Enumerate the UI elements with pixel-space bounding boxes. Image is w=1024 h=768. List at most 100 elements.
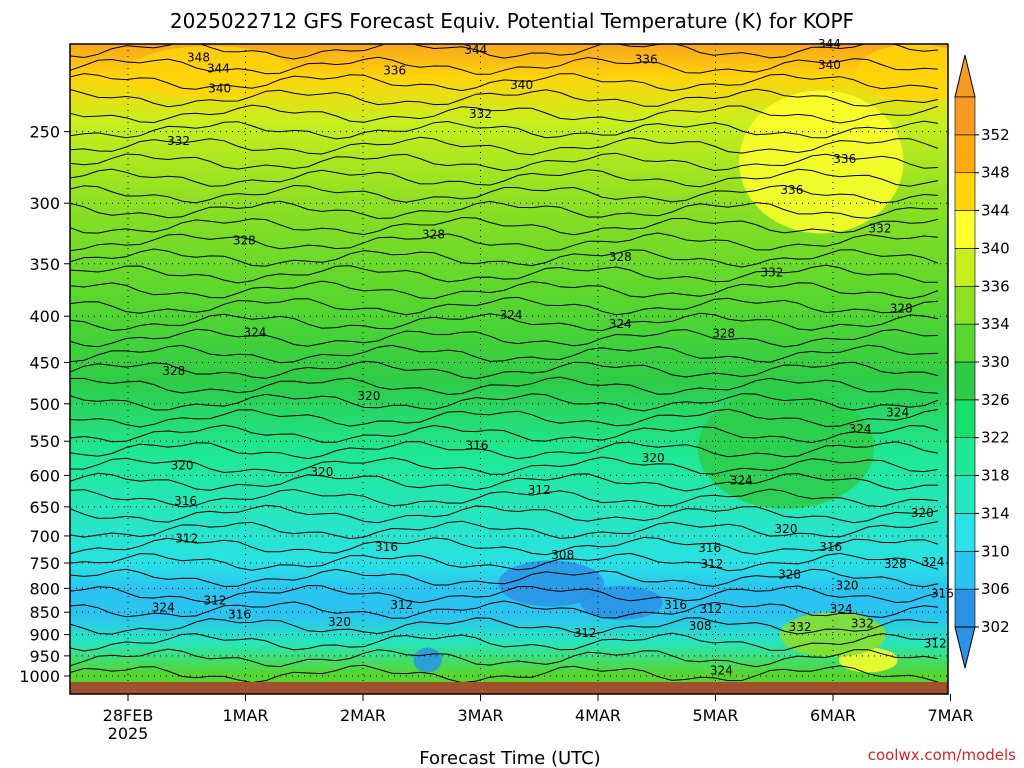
contour-line	[70, 136, 939, 156]
colorbar-swatch	[954, 399, 976, 439]
contour-line	[70, 44, 939, 60]
contour-label: 316	[174, 494, 197, 508]
contour-label: 332	[869, 222, 892, 236]
contour-line	[70, 408, 939, 428]
y-tick-label: 600	[29, 466, 60, 485]
x-axis-title: Forecast Time (UTC)	[419, 748, 600, 768]
colorbar-label: 318	[981, 467, 1010, 485]
contour-label: 328	[890, 301, 913, 315]
colorbar-label: 336	[981, 277, 1010, 295]
contour-line	[70, 360, 939, 380]
y-tick-label: 500	[29, 395, 60, 414]
contour-label: 320	[171, 458, 194, 472]
contour-line	[70, 504, 939, 524]
contour-label: 324	[710, 663, 733, 677]
colorbar-swatch	[954, 96, 976, 136]
colorbar-label: 330	[981, 353, 1010, 371]
contour-line	[70, 344, 939, 364]
colorbar-label: 344	[981, 202, 1010, 220]
x-tick-label: 3MAR	[457, 706, 503, 725]
contour-line	[70, 441, 939, 460]
contour-label: 316	[664, 598, 687, 612]
contour-line	[70, 168, 939, 188]
contour-line	[70, 328, 939, 348]
colorbar-label: 334	[981, 315, 1010, 333]
y-tick-label: 450	[29, 353, 60, 372]
contour-label: 320	[775, 522, 798, 536]
contour-line	[70, 472, 939, 492]
contour-label: 320	[328, 615, 351, 629]
contour-label: 336	[635, 52, 658, 66]
contour-label: 332	[851, 617, 874, 631]
colorbar-label: 314	[981, 504, 1010, 522]
colorbar-swatch	[954, 361, 976, 401]
contour-label: 312	[203, 593, 226, 607]
x-tick-label: 1MAR	[222, 706, 268, 725]
contour-line	[70, 104, 939, 124]
contour-label: 348	[187, 51, 210, 65]
contour-label: 328	[778, 567, 801, 581]
y-tick-label: 750	[29, 554, 60, 573]
contour-label: 316	[375, 540, 398, 554]
colorbar-label: 310	[981, 542, 1010, 560]
contour-label: 308	[689, 619, 712, 633]
contour-line	[70, 456, 939, 475]
contour-label: 324	[152, 601, 175, 615]
colorbar-bottom-arrow	[954, 626, 976, 669]
field-patch	[697, 387, 875, 509]
contour-label: 336	[833, 152, 856, 166]
contour-label: 324	[830, 602, 853, 616]
contour-label: 312	[390, 598, 413, 612]
contour-line	[70, 552, 939, 572]
colorbar-label: 348	[981, 164, 1010, 182]
contour-line	[70, 312, 939, 332]
y-tick-label: 350	[29, 255, 60, 274]
contour-label: 328	[162, 364, 185, 378]
x-tick-label: 6MAR	[810, 706, 856, 725]
contour-line	[70, 520, 939, 540]
x-tick-sublabel: 2025	[108, 724, 149, 743]
contour-line	[70, 568, 939, 588]
contour-label: 336	[383, 64, 406, 78]
y-tick-label: 700	[29, 527, 60, 546]
colorbar-swatch	[954, 323, 976, 363]
contour-label: 344	[818, 37, 841, 51]
y-tick-label: 650	[29, 498, 60, 517]
colorbar-swatch	[954, 588, 976, 628]
y-tick-label: 400	[29, 307, 60, 326]
contour-lines	[70, 44, 939, 684]
contour-line	[70, 376, 939, 396]
contour-label: 316	[228, 607, 251, 621]
contour-label: 324	[849, 422, 872, 436]
field-patch	[498, 560, 604, 607]
y-tick-label: 950	[29, 647, 60, 666]
y-tick-label: 1000	[19, 667, 60, 686]
colorbar-swatch	[954, 134, 976, 174]
contour-label: 332	[167, 134, 190, 148]
contour-label: 316	[931, 586, 954, 600]
colorbar-swatch	[954, 437, 976, 476]
contour-label: 312	[574, 626, 597, 640]
contour-line	[70, 184, 939, 204]
field-patch	[580, 585, 663, 620]
contour-label: 336	[780, 183, 803, 197]
y-tick-label: 900	[29, 626, 60, 645]
contour-line	[70, 264, 939, 284]
x-tick-label: 4MAR	[575, 706, 621, 725]
field-patch	[739, 90, 904, 234]
colorbar-swatch	[954, 513, 976, 552]
x-tick-label: 7MAR	[927, 706, 973, 725]
y-tick-label: 850	[29, 603, 60, 622]
contour-label: 328	[712, 326, 735, 340]
contour-label: 340	[818, 58, 841, 72]
contour-label: 320	[836, 578, 859, 592]
colorbar-swatch	[954, 550, 976, 590]
contour-line	[70, 152, 939, 172]
contour-label: 328	[422, 228, 445, 242]
contour-line	[70, 632, 939, 652]
x-tick-label: 28FEB	[103, 706, 154, 725]
